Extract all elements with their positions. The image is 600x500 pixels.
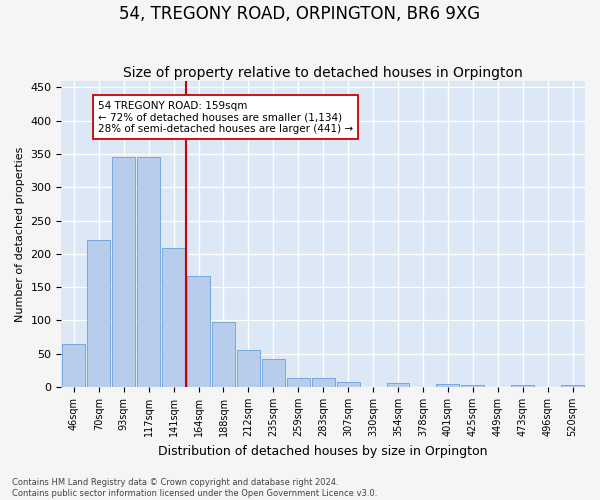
Bar	[287, 378, 310, 387]
Text: 54, TREGONY ROAD, ORPINGTON, BR6 9XG: 54, TREGONY ROAD, ORPINGTON, BR6 9XG	[119, 5, 481, 23]
Bar	[88, 240, 110, 387]
Bar	[62, 344, 85, 387]
Bar	[436, 384, 460, 387]
Bar	[237, 350, 260, 387]
Bar	[511, 385, 534, 387]
Bar	[461, 385, 484, 387]
Bar	[187, 276, 210, 387]
Text: 54 TREGONY ROAD: 159sqm
← 72% of detached houses are smaller (1,134)
28% of semi: 54 TREGONY ROAD: 159sqm ← 72% of detache…	[98, 100, 353, 134]
Bar	[112, 158, 135, 387]
Bar	[162, 248, 185, 387]
Bar	[212, 322, 235, 387]
Bar	[386, 383, 409, 387]
Bar	[262, 359, 285, 387]
Bar	[137, 158, 160, 387]
Text: Contains HM Land Registry data © Crown copyright and database right 2024.
Contai: Contains HM Land Registry data © Crown c…	[12, 478, 377, 498]
Bar	[561, 385, 584, 387]
X-axis label: Distribution of detached houses by size in Orpington: Distribution of detached houses by size …	[158, 444, 488, 458]
Y-axis label: Number of detached properties: Number of detached properties	[15, 146, 25, 322]
Bar	[337, 382, 359, 387]
Title: Size of property relative to detached houses in Orpington: Size of property relative to detached ho…	[124, 66, 523, 80]
Bar	[312, 378, 335, 387]
